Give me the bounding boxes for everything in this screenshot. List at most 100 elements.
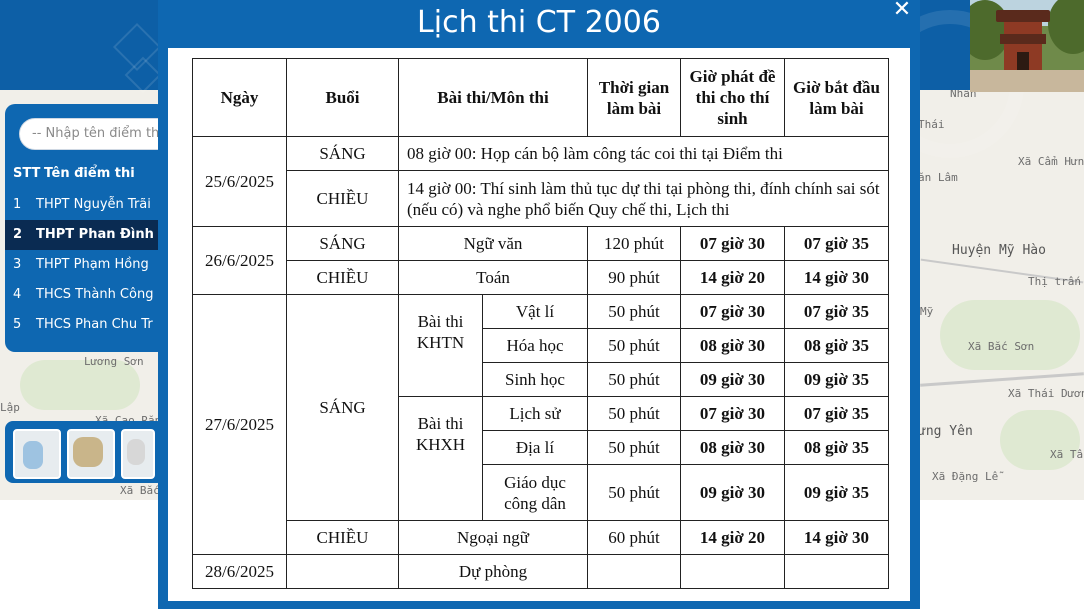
column-stt: STT (13, 166, 41, 181)
session-cell: CHIỀU (286, 170, 399, 227)
duration-cell (587, 554, 681, 589)
deliver-time-cell: 14 giờ 20 (680, 260, 785, 295)
close-icon[interactable]: ✕ (892, 0, 912, 22)
ground-shape (970, 70, 1084, 92)
door-shape (1017, 52, 1029, 70)
start-time-cell: 09 giờ 35 (784, 362, 889, 397)
map-place-label: Xã Bắc (120, 484, 160, 497)
map-place-label: Lập (0, 401, 20, 414)
subject-cell: Sinh học (482, 362, 588, 397)
header-deliver-time: Giờ phát đề thi cho thí sinh (680, 58, 785, 137)
start-time-cell: 14 giờ 30 (784, 520, 889, 555)
start-time-cell (784, 554, 889, 589)
list-item[interactable]: 5 THCS Phan Chu Tr (5, 310, 167, 340)
deliver-time-cell: 14 giờ 20 (680, 520, 785, 555)
basemap-thumbnail[interactable] (13, 429, 61, 479)
map-place-label: Lương Sơn (84, 355, 144, 368)
map-place-label: Mỹ (920, 305, 934, 318)
table-row: 25/6/2025 SÁNG 08 giờ 00: Họp cán bộ làm… (192, 136, 889, 227)
start-time-cell: 07 giờ 35 (784, 294, 889, 329)
deliver-time-cell: 07 giờ 30 (680, 294, 785, 329)
row-name: THPT Phạm Hồng (36, 257, 149, 272)
start-time-cell: 08 giờ 35 (784, 430, 889, 465)
duration-cell: 60 phút (587, 520, 681, 555)
row-number: 5 (13, 317, 22, 332)
table-row: 27/6/2025 SÁNG Bài thi KHTN Vật lí 50 ph… (192, 294, 889, 555)
basemap-thumbnail[interactable] (67, 429, 115, 479)
subject-cell: Ngoại ngữ (398, 520, 588, 555)
roof-shape (996, 10, 1050, 22)
duration-cell: 50 phút (587, 464, 681, 521)
start-time-cell: 08 giờ 35 (784, 328, 889, 363)
table-row: CHIỀU Toán 90 phút 14 giờ 20 14 giờ 30 (193, 260, 889, 295)
map-place-label: Xã Đặng Lễ (932, 470, 999, 483)
list-item[interactable]: 1 THPT Nguyễn Trãi (5, 190, 167, 220)
deliver-time-cell: 09 giờ 30 (680, 464, 785, 521)
map-place-label: Xã Thái Dương (1008, 387, 1084, 400)
row-number: 2 (13, 227, 23, 242)
map-shape (23, 441, 43, 469)
duration-cell: 50 phút (587, 430, 681, 465)
map-place-label: Huyện Mỹ Hào (952, 243, 1046, 258)
list-item[interactable]: 4 THCS Thành Công (5, 280, 167, 310)
basemap-switcher (5, 421, 165, 483)
map-shape (73, 437, 103, 467)
group-cell: Bài thi KHXH (398, 396, 483, 521)
header-subject: Bài thi/Môn thi (398, 58, 588, 137)
list-header: STT Tên điểm thi (13, 166, 135, 181)
deliver-time-cell: 09 giờ 30 (680, 362, 785, 397)
duration-cell: 120 phút (587, 226, 681, 261)
duration-cell: 50 phút (587, 294, 681, 329)
date-cell: 26/6/2025 (192, 226, 287, 295)
deliver-time-cell: 08 giờ 30 (680, 328, 785, 363)
row-number: 4 (13, 287, 22, 302)
row-name: THCS Thành Công (36, 287, 154, 302)
subject-cell: Lịch sử (482, 396, 588, 431)
modal-title: Lịch thi CT 2006 (417, 5, 661, 40)
table-row: Bài thi KHXH Lịch sử 50 phút 07 giờ 30 0… (193, 396, 889, 521)
subject-cell: Giáo dục công dân (482, 464, 588, 521)
map-place-label: Thị trấn Kh (1028, 275, 1084, 288)
subject-cell: Hóa học (482, 328, 588, 363)
row-number: 3 (13, 257, 22, 272)
start-time-cell: 09 giờ 35 (784, 464, 889, 521)
modal-body[interactable]: Ngày Buổi Bài thi/Môn thi Thời gian làm … (168, 48, 910, 601)
row-number: 1 (13, 197, 22, 212)
header-session: Buổi (286, 58, 399, 137)
start-time-cell: 07 giờ 35 (784, 396, 889, 431)
table-row: CHIỀU Ngoại ngữ 60 phút 14 giờ 20 14 giờ… (193, 520, 889, 555)
deliver-time-cell: 08 giờ 30 (680, 430, 785, 465)
subject-cell: Toán (398, 260, 588, 295)
map-place-label: Xã Cẩm Hưng (1018, 155, 1084, 168)
date-cell: 28/6/2025 (192, 554, 287, 589)
duration-cell: 50 phút (587, 396, 681, 431)
exam-site-panel: -- Nhập tên điểm thi STT Tên điểm thi 1 TH… (5, 104, 167, 352)
row-name: THPT Phan Đình (36, 227, 154, 242)
start-time-cell: 07 giờ 35 (784, 226, 889, 261)
subject-cell: Dự phòng (398, 554, 588, 589)
table-row: CHIỀU 14 giờ 00: Thí sinh làm thủ tục dự… (193, 170, 889, 227)
row-name: THPT Nguyễn Trãi (36, 197, 151, 212)
search-input[interactable]: -- Nhập tên điểm thi (19, 118, 167, 150)
map-green-area (20, 360, 140, 410)
header-date: Ngày (192, 58, 287, 137)
list-item-active[interactable]: 2 THPT Phan Đình (5, 220, 167, 250)
roof-shape (1000, 34, 1046, 44)
table-row: 28/6/2025 Dự phòng (192, 554, 889, 589)
temple-photo (970, 0, 1084, 92)
table-header-row: Ngày Buổi Bài thi/Môn thi Thời gian làm … (192, 58, 889, 137)
session-cell: SÁNG (286, 136, 399, 171)
date-cell: 27/6/2025 (192, 294, 287, 555)
tree-shape (1048, 0, 1084, 54)
note-cell: 08 giờ 00: Họp cán bộ làm công tác coi t… (398, 136, 889, 171)
header-duration: Thời gian làm bài (587, 58, 681, 137)
map-green-area (940, 300, 1080, 370)
duration-cell: 50 phút (587, 362, 681, 397)
list-item[interactable]: 3 THPT Phạm Hồng (5, 250, 167, 280)
exam-schedule-table: Ngày Buổi Bài thi/Môn thi Thời gian làm … (192, 58, 889, 589)
map-place-label: ăn Lâm (918, 171, 958, 184)
group-cell: Bài thi KHTN (398, 294, 483, 397)
basemap-thumbnail[interactable] (121, 429, 155, 479)
session-cell: SÁNG (286, 226, 399, 261)
session-cell: CHIỀU (286, 260, 399, 295)
